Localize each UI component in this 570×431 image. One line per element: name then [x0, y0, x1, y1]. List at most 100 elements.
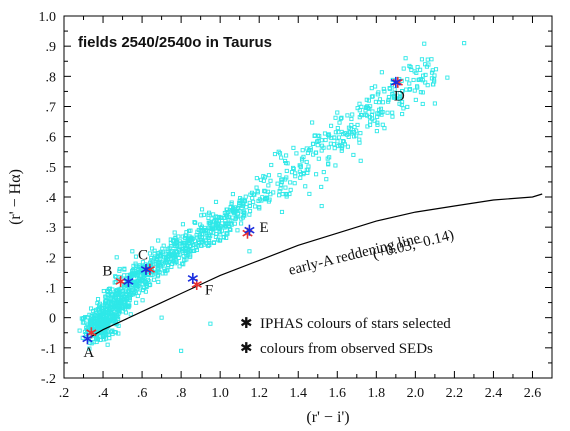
field-star-point — [333, 163, 338, 168]
field-star-point — [112, 280, 117, 285]
field-star-point — [126, 305, 131, 310]
field-star-point — [368, 119, 373, 124]
field-star-point — [88, 306, 94, 311]
field-star-point — [397, 91, 402, 96]
field-star-point — [243, 194, 248, 199]
field-star-point — [332, 146, 337, 151]
field-star-point — [405, 104, 410, 109]
field-star-point — [279, 180, 284, 185]
field-star-point — [380, 100, 386, 105]
field-star-point — [239, 221, 244, 226]
field-star-point — [230, 192, 235, 197]
field-star-point — [380, 122, 385, 127]
field-star-point — [294, 151, 299, 156]
field-star-point — [291, 165, 296, 170]
field-star-point — [179, 348, 184, 353]
field-star-point — [188, 253, 193, 258]
field-star-point — [114, 306, 119, 311]
field-star-point — [345, 113, 350, 118]
y-tick-label: .7 — [46, 101, 57, 116]
field-star-point — [104, 298, 109, 303]
field-star-point — [116, 331, 121, 336]
legend-iphas-marker: ✱ — [240, 316, 253, 332]
field-star-point — [411, 77, 416, 83]
field-star-point — [375, 120, 380, 125]
field-star-point — [156, 238, 161, 243]
y-tick-label: .6 — [46, 131, 57, 146]
field-star-point — [298, 171, 304, 177]
field-star-point — [251, 199, 256, 204]
field-star-point — [331, 142, 336, 147]
field-star-point — [284, 168, 289, 173]
field-star-point — [268, 192, 273, 197]
iphas-point — [140, 263, 152, 275]
field-star-point — [193, 220, 198, 225]
field-star-point — [141, 279, 146, 284]
y-tick-label: 0 — [49, 312, 56, 327]
markers-layer — [82, 76, 403, 345]
field-star-point — [306, 164, 311, 169]
field-star-point — [341, 139, 346, 144]
field-star-point — [126, 288, 131, 294]
field-star-point — [122, 302, 127, 307]
field-star-point — [413, 97, 418, 102]
field-star-point — [191, 243, 196, 248]
field-star-point — [113, 295, 118, 300]
field-star-point — [221, 234, 226, 240]
field-star-point — [192, 248, 197, 254]
field-star-point — [98, 337, 103, 343]
field-star-point — [229, 200, 234, 205]
field-star-point — [381, 86, 386, 91]
field-star-point — [105, 342, 110, 347]
field-star-point — [258, 177, 264, 182]
field-star-point — [107, 301, 112, 306]
field-star-point — [149, 255, 154, 261]
field-star-point — [279, 155, 284, 160]
field-star-point — [315, 143, 320, 148]
field-star-point — [137, 263, 142, 268]
field-star-point — [257, 206, 262, 211]
field-star-point — [263, 189, 268, 194]
field-star-point — [162, 266, 167, 271]
field-star-point — [377, 97, 383, 102]
field-star-point — [352, 134, 357, 139]
field-star-point — [403, 56, 408, 61]
field-star-point — [339, 148, 344, 153]
field-star-point — [325, 156, 330, 161]
field-star-point — [262, 188, 267, 194]
field-star-point — [105, 314, 110, 319]
field-star-point — [369, 94, 374, 99]
field-star-point — [115, 290, 120, 295]
field-star-point — [190, 242, 195, 247]
field-star-point — [279, 209, 285, 214]
iphas-point — [244, 224, 255, 236]
field-star-point — [213, 234, 218, 239]
field-star-point — [266, 183, 271, 188]
field-star-point — [134, 281, 139, 286]
field-star-point — [280, 192, 285, 197]
field-star-point — [324, 177, 329, 182]
field-star-point — [165, 248, 170, 253]
field-star-point — [84, 325, 89, 330]
field-star-point — [305, 170, 310, 175]
field-star-point — [247, 212, 252, 217]
field-stars-layer — [77, 41, 467, 353]
field-star-point — [231, 209, 236, 214]
field-star-point — [310, 120, 315, 125]
field-star-point — [229, 218, 234, 223]
field-star-point — [220, 221, 225, 226]
field-star-point — [206, 232, 211, 237]
field-star-point — [276, 149, 281, 154]
field-star-point — [224, 235, 229, 240]
field-star-point — [149, 273, 154, 278]
field-star-point — [301, 154, 306, 159]
field-star-point — [392, 87, 397, 92]
field-star-point — [181, 246, 186, 252]
field-star-point — [422, 41, 427, 46]
field-star-point — [158, 259, 163, 264]
field-star-point — [97, 317, 102, 322]
field-star-point — [420, 101, 425, 107]
field-star-point — [224, 231, 229, 236]
field-star-point — [237, 198, 242, 203]
